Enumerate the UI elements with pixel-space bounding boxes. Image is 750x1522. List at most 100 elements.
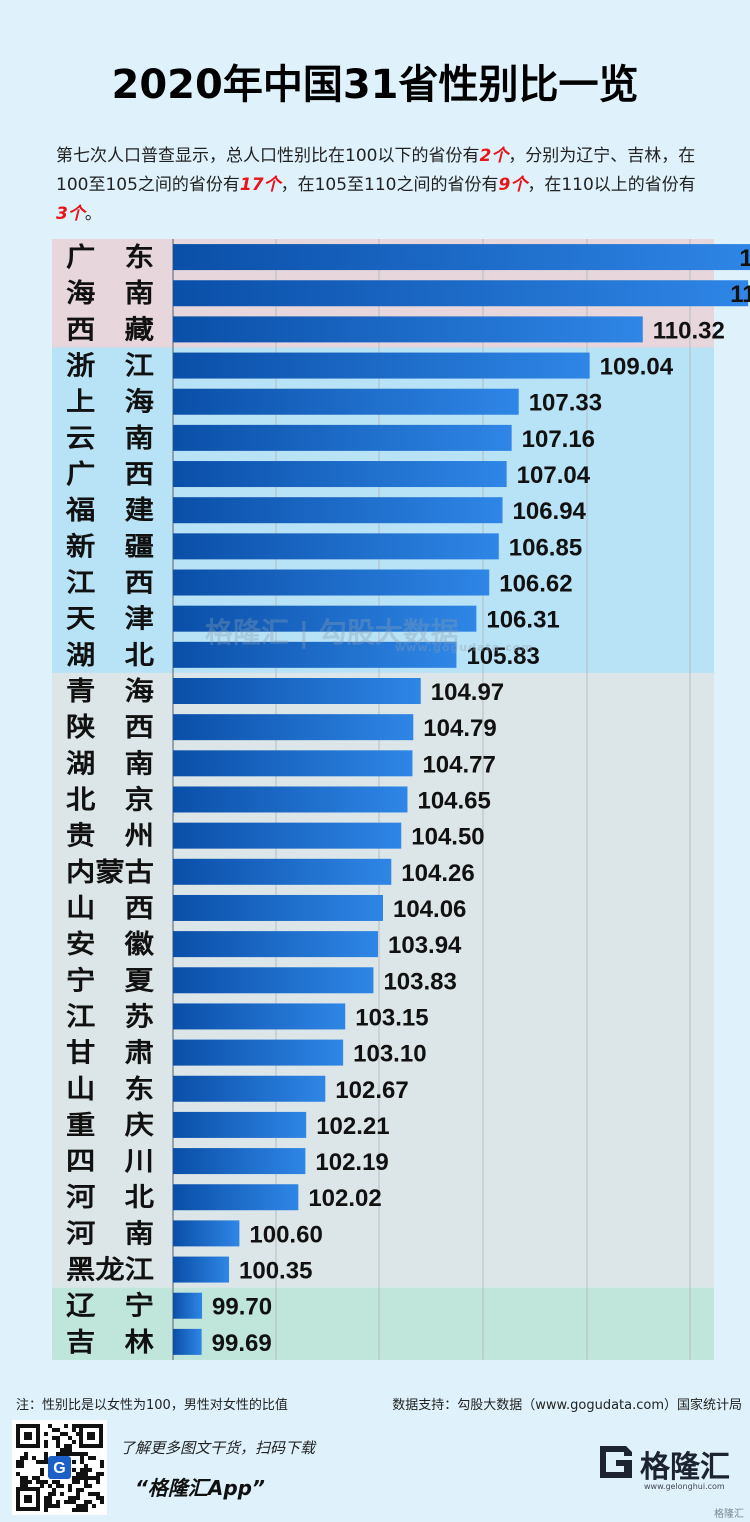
qr-module — [20, 1456, 24, 1460]
category-label: 江 苏 — [66, 1002, 154, 1032]
qr-module — [32, 1476, 36, 1480]
qr-module — [84, 1452, 88, 1456]
qr-module — [56, 1444, 60, 1448]
qr-module — [80, 1460, 84, 1464]
qr-module — [100, 1464, 104, 1468]
category-label: 山 东 — [66, 1074, 154, 1105]
qr-module — [92, 1504, 96, 1508]
qr-module — [64, 1432, 68, 1436]
qr-module — [80, 1452, 84, 1456]
qr-module — [80, 1488, 84, 1492]
qr-module — [40, 1484, 44, 1488]
bar — [173, 931, 379, 958]
qr-module — [44, 1504, 48, 1508]
qr-module — [64, 1448, 68, 1452]
qr-module — [24, 1456, 28, 1460]
qr-module — [64, 1452, 68, 1456]
value-label: 106.62 — [499, 571, 572, 598]
qr-module — [16, 1464, 20, 1468]
watermark: 格隆汇 | 勾股大数据 www.gogudata.com — [205, 607, 535, 657]
value-label: 105.83 — [466, 643, 539, 670]
bar — [173, 894, 383, 921]
qr-module — [76, 1488, 80, 1492]
intro-highlight: 9个 — [498, 175, 528, 195]
qr-module — [92, 1456, 96, 1460]
bar — [173, 1148, 306, 1175]
qr-module — [80, 1476, 84, 1480]
intro-highlight: 17个 — [239, 175, 281, 195]
qr-module — [24, 1480, 28, 1484]
qr-module — [56, 1484, 60, 1488]
qr-module — [44, 1444, 48, 1448]
qr-module — [84, 1508, 88, 1512]
logo-url: www.gelonghui.com — [644, 1482, 725, 1491]
intro-part: ，在110以上的省份有 — [527, 175, 696, 195]
qr-code-graphic: G — [12, 1420, 107, 1515]
value-label: 106.31 — [486, 607, 559, 634]
qr-module — [48, 1496, 52, 1500]
qr-module — [56, 1440, 60, 1444]
value-label: 102.21 — [316, 1113, 389, 1140]
bar — [173, 461, 507, 488]
bar — [173, 1003, 346, 1030]
qr-module — [80, 1472, 84, 1476]
qr-module — [44, 1456, 48, 1460]
qr-module — [76, 1476, 80, 1480]
category-label: 湖 南 — [66, 749, 154, 779]
qr-module — [72, 1468, 76, 1472]
qr-module — [84, 1504, 88, 1508]
value-label: 99.70 — [212, 1294, 272, 1321]
qr-module — [44, 1500, 48, 1504]
qr-module — [44, 1432, 48, 1436]
group-band-3 — [52, 1287, 714, 1360]
qr-module — [72, 1508, 76, 1512]
qr-module — [68, 1448, 72, 1452]
value-label: 106.85 — [509, 534, 582, 561]
qr-module — [44, 1440, 48, 1444]
qr-module — [56, 1436, 60, 1440]
qr-module — [48, 1500, 52, 1504]
value-label: 104.26 — [401, 860, 474, 887]
qr-module — [44, 1480, 48, 1484]
qr-module — [84, 1480, 88, 1484]
qr-module — [60, 1484, 64, 1488]
promo-text: 了解更多图文干货，扫码下载 — [120, 1439, 316, 1457]
category-label: 吉 林 — [66, 1328, 154, 1358]
bar — [173, 280, 749, 307]
qr-module — [84, 1476, 88, 1480]
qr-module — [56, 1428, 60, 1432]
qr-module — [36, 1460, 40, 1464]
value-label: 103.10 — [353, 1041, 426, 1068]
watermark-main: 格隆汇 | 勾股大数据 — [205, 616, 459, 649]
qr-module — [76, 1472, 80, 1476]
qr-module — [88, 1468, 92, 1472]
qr-module — [72, 1452, 76, 1456]
value-label: 103.15 — [355, 1004, 428, 1031]
qr-module — [60, 1432, 64, 1436]
qr-module — [76, 1496, 80, 1500]
category-label: 内蒙古 — [66, 858, 154, 888]
bar — [173, 641, 457, 668]
qr-code-icon[interactable]: G — [12, 1420, 107, 1515]
value-label: 102.67 — [335, 1077, 408, 1104]
category-label: 上 海 — [66, 388, 154, 418]
value-label: 104.77 — [422, 751, 495, 778]
qr-module — [48, 1504, 52, 1508]
qr-module — [96, 1492, 100, 1496]
qr-module — [52, 1428, 56, 1432]
qr-module — [88, 1476, 92, 1480]
qr-module — [88, 1456, 92, 1460]
category-label: 湖 北 — [66, 641, 154, 671]
value-label: 107.04 — [517, 462, 591, 489]
qr-module — [88, 1500, 92, 1504]
bar — [173, 1328, 202, 1355]
qr-module — [36, 1480, 40, 1484]
bar — [173, 1111, 307, 1138]
value-label: 100.35 — [239, 1258, 312, 1285]
value-label: 113.08 — [739, 245, 750, 272]
qr-module — [80, 1456, 84, 1460]
category-label: 宁 夏 — [66, 965, 155, 996]
category-label: 西 藏 — [66, 315, 154, 345]
category-label: 北 京 — [66, 784, 154, 815]
